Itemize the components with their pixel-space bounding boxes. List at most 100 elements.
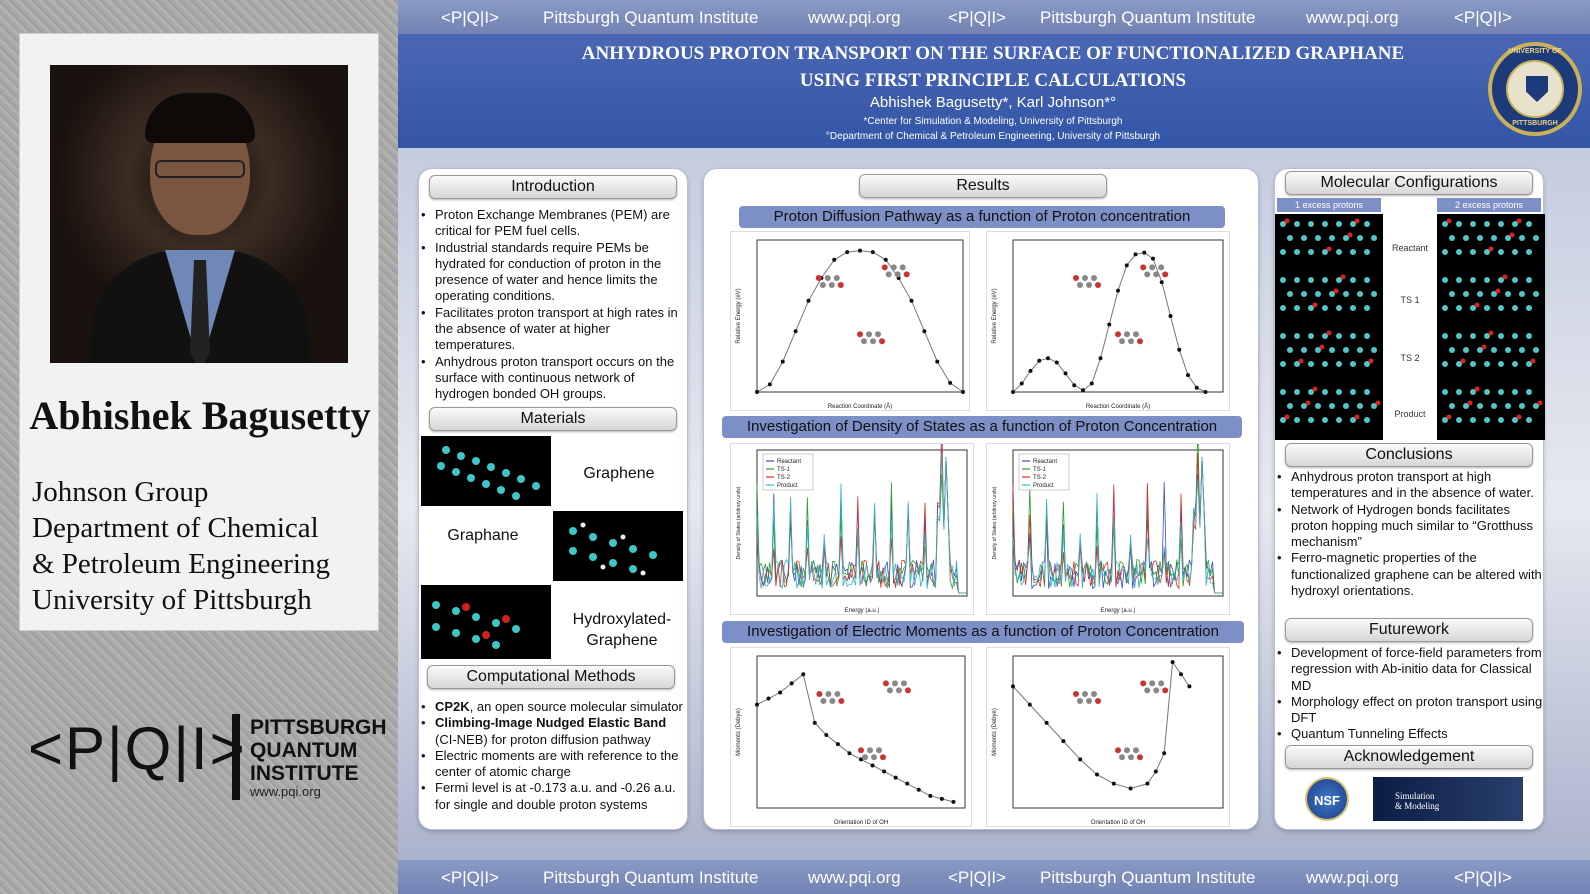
atom bbox=[1512, 417, 1518, 423]
plot-frame bbox=[1012, 239, 1224, 393]
atom bbox=[1336, 249, 1342, 255]
atom bbox=[1512, 333, 1518, 339]
atom bbox=[820, 698, 827, 704]
atom bbox=[1505, 403, 1511, 409]
atom bbox=[1364, 389, 1370, 395]
pqi-line: QUANTUM bbox=[250, 739, 358, 762]
presenter-affiliation: Johnson Group Department of Chemical & P… bbox=[32, 474, 330, 618]
atom bbox=[1091, 275, 1097, 281]
list-item: Climbing-Image Nudged Elastic Band (CI-N… bbox=[419, 715, 687, 748]
atom bbox=[1137, 338, 1143, 345]
atom bbox=[1526, 389, 1532, 395]
atom bbox=[1519, 291, 1525, 297]
data-point bbox=[948, 380, 953, 385]
list-item: Morphology effect on proton transport us… bbox=[1275, 694, 1543, 727]
atom bbox=[1336, 277, 1342, 283]
data-point bbox=[961, 390, 965, 394]
atom bbox=[1505, 347, 1511, 353]
affil-line: Johnson Group bbox=[32, 476, 209, 508]
atom bbox=[816, 691, 823, 697]
atom bbox=[1280, 389, 1286, 395]
two-proton-tag: 2 excess protons bbox=[1437, 198, 1541, 212]
atom bbox=[1322, 249, 1328, 255]
plot-frame bbox=[1012, 655, 1224, 809]
oxygen-atom bbox=[1347, 232, 1353, 238]
banner-inst: Pittsburgh Quantum Institute bbox=[543, 8, 759, 27]
atom bbox=[1343, 235, 1349, 241]
diffusion-chart-single: Reaction Coordinate (Å) Relative Energy (… bbox=[730, 231, 970, 411]
atom bbox=[1308, 361, 1314, 367]
atom bbox=[1449, 347, 1455, 353]
results-panel: Results Proton Diffusion Pathway as a fu… bbox=[703, 168, 1259, 830]
atom bbox=[1322, 305, 1328, 311]
atom bbox=[1533, 235, 1539, 241]
oxygen-atom bbox=[1488, 246, 1494, 252]
atom bbox=[875, 331, 881, 338]
atom bbox=[1498, 333, 1504, 339]
data-point bbox=[1107, 322, 1112, 327]
oxygen-atom bbox=[1368, 358, 1374, 364]
atom bbox=[1512, 277, 1518, 283]
dos-subheading: Investigation of Density of States as a … bbox=[722, 416, 1242, 438]
futurework-list: Development of force-field parameters fr… bbox=[1275, 645, 1543, 743]
atom bbox=[1470, 417, 1476, 423]
atom bbox=[885, 271, 892, 278]
oxygen-atom bbox=[1340, 274, 1346, 280]
atom bbox=[1162, 687, 1169, 694]
atom bbox=[1456, 277, 1462, 283]
atom bbox=[1442, 305, 1448, 311]
data-point bbox=[1153, 769, 1158, 774]
data-point bbox=[793, 329, 798, 334]
atom bbox=[1470, 389, 1476, 395]
oxygen-atom bbox=[1530, 358, 1536, 364]
atom bbox=[1364, 417, 1370, 423]
atom bbox=[1470, 221, 1476, 227]
data-point bbox=[859, 757, 863, 762]
atom bbox=[1512, 249, 1518, 255]
atom bbox=[867, 747, 873, 754]
atom bbox=[1456, 389, 1462, 395]
list-item: Network of Hydrogen bonds facilitates pr… bbox=[1275, 502, 1543, 551]
atom bbox=[1484, 221, 1490, 227]
atom bbox=[1456, 417, 1462, 423]
atom bbox=[1357, 403, 1363, 409]
data-point bbox=[1028, 368, 1033, 373]
atom bbox=[1280, 417, 1286, 423]
seal-shield bbox=[1526, 76, 1548, 102]
atom bbox=[886, 687, 893, 694]
atom bbox=[1091, 691, 1097, 697]
atom bbox=[1308, 389, 1314, 395]
legend-box bbox=[762, 453, 814, 491]
oxygen-atom bbox=[1312, 386, 1318, 392]
data-point bbox=[1124, 263, 1129, 268]
data-point bbox=[870, 763, 875, 768]
atom bbox=[1512, 221, 1518, 227]
graphene-label: Graphene bbox=[583, 465, 655, 482]
data-point bbox=[1046, 356, 1050, 361]
atom bbox=[1498, 249, 1504, 255]
affil-line: University of Pittsburgh bbox=[32, 584, 312, 616]
oxygen-atom bbox=[1284, 414, 1290, 420]
pqi-mark: <P|Q|I> bbox=[28, 715, 247, 782]
atom bbox=[1456, 249, 1462, 255]
data-point bbox=[1063, 371, 1068, 376]
atom bbox=[899, 264, 906, 271]
pqi-logo: <P|Q|I> PITTSBURGH QUANTUM INSTITUTE www… bbox=[28, 714, 388, 804]
atom bbox=[1442, 221, 1448, 227]
atom bbox=[871, 754, 877, 761]
atom bbox=[1115, 331, 1121, 338]
config-label: Reactant bbox=[1391, 243, 1429, 253]
atom bbox=[1350, 221, 1356, 227]
atom bbox=[1357, 347, 1363, 353]
atom bbox=[1315, 403, 1321, 409]
atom bbox=[882, 680, 889, 687]
data-point bbox=[1159, 280, 1164, 285]
atom bbox=[1308, 305, 1314, 311]
banner-url: www.pqi.org bbox=[1306, 8, 1399, 27]
atom bbox=[1124, 331, 1130, 338]
data-point bbox=[780, 359, 785, 364]
atom bbox=[1442, 333, 1448, 339]
method-text: Electric moments are with reference to t… bbox=[435, 747, 679, 780]
oxygen-atom bbox=[1474, 302, 1480, 308]
data-point bbox=[905, 781, 910, 786]
